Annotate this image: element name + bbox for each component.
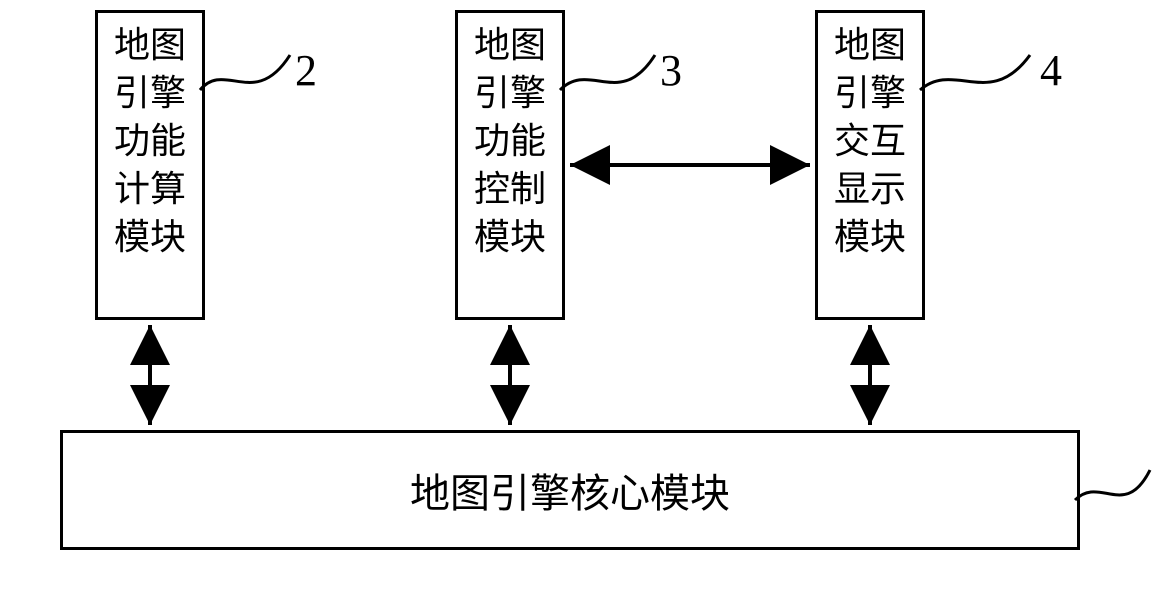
- node-label-3: 3: [660, 45, 682, 96]
- node-map-engine-interactive-display: 地图 引擎 交互 显示 模块: [815, 10, 925, 320]
- node-label-2: 2: [295, 45, 317, 96]
- node-text-line: 交互: [834, 117, 906, 165]
- node-text-line: 显示: [834, 165, 906, 213]
- node-text-line: 模块: [834, 213, 906, 261]
- leader-squiggle-3: [560, 55, 655, 90]
- leader-squiggle-2: [200, 55, 290, 90]
- node-text-line: 模块: [474, 213, 546, 261]
- node-text-line: 引擎: [114, 69, 186, 117]
- node-text-line: 功能: [474, 117, 546, 165]
- node-text-line: 地图: [834, 21, 906, 69]
- node-label-4: 4: [1040, 45, 1062, 96]
- node-map-engine-function-control: 地图 引擎 功能 控制 模块: [455, 10, 565, 320]
- node-text-line: 功能: [114, 117, 186, 165]
- core-text: 地图引擎核心模块: [410, 461, 730, 519]
- node-map-engine-function-compute: 地图 引擎 功能 计算 模块: [95, 10, 205, 320]
- node-text-line: 计算: [114, 165, 186, 213]
- node-text-line: 引擎: [834, 69, 906, 117]
- leader-squiggle-4: [920, 55, 1030, 90]
- node-text-line: 模块: [114, 213, 186, 261]
- node-text-line: 地图: [114, 21, 186, 69]
- node-text-line: 地图: [474, 21, 546, 69]
- node-text-line: 引擎: [474, 69, 546, 117]
- leader-squiggle-core: [1075, 470, 1150, 500]
- node-map-engine-core: 地图引擎核心模块: [60, 430, 1080, 550]
- node-text-line: 控制: [474, 165, 546, 213]
